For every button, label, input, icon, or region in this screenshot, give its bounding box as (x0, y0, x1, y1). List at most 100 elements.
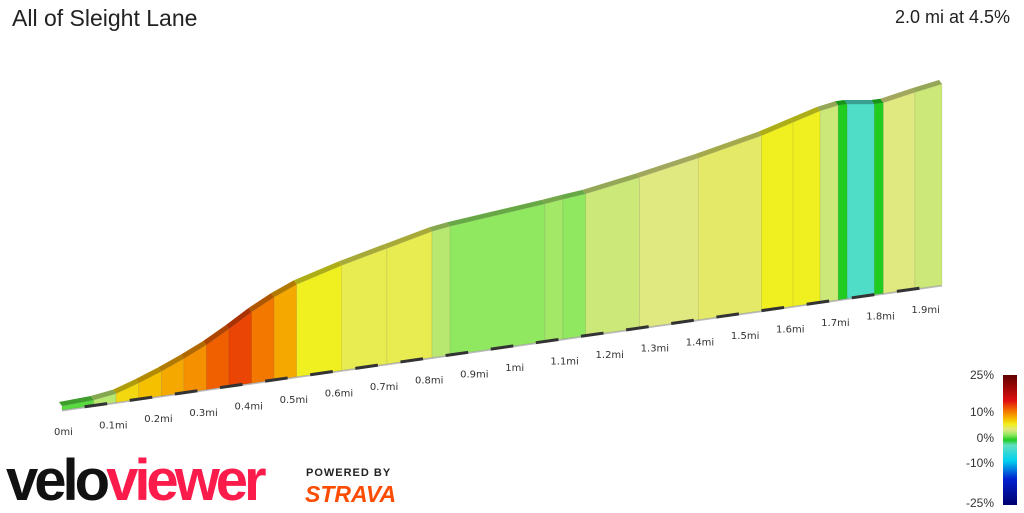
powered-by-label: POWERED BY (306, 467, 392, 479)
segment-top-shade (695, 131, 762, 158)
distance-tick-label: 0.4mi (235, 401, 263, 412)
segment-top-shade (113, 379, 139, 394)
segment-top-shade (871, 98, 884, 104)
distance-tick-bar (806, 299, 830, 306)
segment-top-shade (582, 173, 640, 194)
legend-label-0: 0% (976, 431, 994, 445)
gradient-segment (914, 83, 943, 290)
distance-tick-bar (716, 312, 740, 319)
distance-tick-label: 1.7mi (821, 318, 849, 329)
distance-tick-label: 0.5mi (280, 395, 308, 406)
logo-velo: velo (6, 448, 110, 513)
distance-tick-label: 1.1mi (550, 356, 578, 367)
legend-label-10: 10% (969, 405, 994, 419)
segment-top-surface (559, 189, 586, 200)
segment-title: All of Sleight Lane (12, 5, 198, 31)
distance-tick-label: 0.9mi (460, 369, 488, 380)
gradient-segment (874, 102, 884, 295)
gradient-segment (639, 157, 699, 329)
segment-top-surface (695, 131, 762, 158)
segment-top-shade (135, 367, 162, 384)
veloviewer-logo[interactable]: veloviewer (6, 452, 267, 510)
gradient-segment (544, 198, 564, 342)
segment-top-shade (338, 244, 387, 266)
gradient-segment (837, 103, 848, 301)
gradient-segment (296, 264, 343, 378)
segment-top-surface (541, 195, 563, 204)
segment-top-shade (447, 199, 545, 227)
gradient-segment (431, 225, 451, 358)
segment-top-shade (880, 88, 915, 103)
gradient-legend-bar (1003, 375, 1017, 505)
distance-tick-label: 1.9mi (911, 305, 939, 316)
distance-tick-bar (264, 376, 288, 383)
gradient-segment (819, 104, 839, 303)
segment-top-surface (911, 80, 942, 93)
legend-label-minus10: -10% (965, 456, 994, 470)
segment-top-shade (293, 261, 342, 285)
distance-tick-label: 1.4mi (686, 337, 714, 348)
segment-top-surface (835, 100, 848, 106)
gradient-segment (562, 193, 586, 340)
segment-top-shade (758, 118, 794, 136)
segment-top-surface (844, 99, 875, 105)
distance-tick-bar (490, 344, 514, 351)
segment-top-shade (790, 106, 821, 123)
segment-top-surface (293, 261, 342, 285)
gradient-segment (846, 103, 875, 299)
segment-top-surface (871, 98, 884, 104)
distance-tick-label: 0.2mi (144, 414, 172, 425)
segment-top-shade (59, 396, 94, 406)
gradient-segment (251, 296, 275, 384)
distance-tick-bar (309, 370, 333, 377)
strava-logo[interactable]: STRAVA (305, 481, 397, 507)
distance-tick-bar (580, 331, 604, 338)
distance-tick-bar (219, 382, 243, 390)
legend-label-minus25: -25% (965, 496, 994, 510)
segment-top-shade (225, 307, 252, 329)
segment-top-surface (790, 106, 821, 123)
distance-tick-label: 1.5mi (731, 331, 759, 342)
segment-top-shade (429, 222, 451, 232)
gradient-segment (792, 110, 821, 307)
segment-top-surface (636, 153, 699, 178)
distance-tick-bar (896, 286, 920, 293)
segment-top-surface (429, 222, 451, 232)
distance-tick-bar (851, 293, 875, 300)
segment-top-shade (203, 324, 229, 345)
gradient-segment (386, 230, 433, 365)
segment-top-shade (180, 340, 207, 359)
segment-top-surface (338, 244, 387, 266)
distance-tick-bar (84, 402, 108, 409)
distance-tick-label: 0.7mi (370, 382, 398, 393)
segment-top-surface (758, 118, 794, 136)
segment-top-shade (248, 293, 275, 312)
distance-tick-label: 0mi (54, 427, 73, 438)
gradient-segment (761, 121, 794, 311)
segment-top-surface (113, 379, 139, 394)
segment-top-surface (135, 367, 162, 384)
legend-label-25: 25% (969, 368, 994, 382)
segment-top-shade (911, 80, 942, 93)
segment-top-surface (383, 227, 433, 249)
segment-top-shade (383, 227, 433, 249)
segment-top-surface (158, 354, 184, 372)
distance-tick-bar (761, 305, 785, 313)
segment-top-shade (835, 100, 848, 106)
segment-top-surface (59, 396, 94, 406)
distance-tick-bar (129, 395, 153, 402)
segment-top-shade (541, 195, 563, 204)
distance-tick-label: 0.8mi (415, 376, 443, 387)
segment-top-surface (817, 101, 839, 111)
segment-top-shade (844, 99, 875, 105)
segment-top-surface (582, 173, 640, 194)
distance-tick-label: 1.3mi (641, 344, 669, 355)
segment-top-surface (203, 324, 229, 345)
distance-tick-bar (400, 357, 424, 364)
gradient-segment (273, 283, 297, 381)
segment-top-surface (180, 340, 207, 359)
segment-summary: 2.0 mi at 4.5% (894, 7, 1010, 27)
gradient-segment (341, 247, 388, 371)
distance-tick-bar (445, 350, 469, 357)
